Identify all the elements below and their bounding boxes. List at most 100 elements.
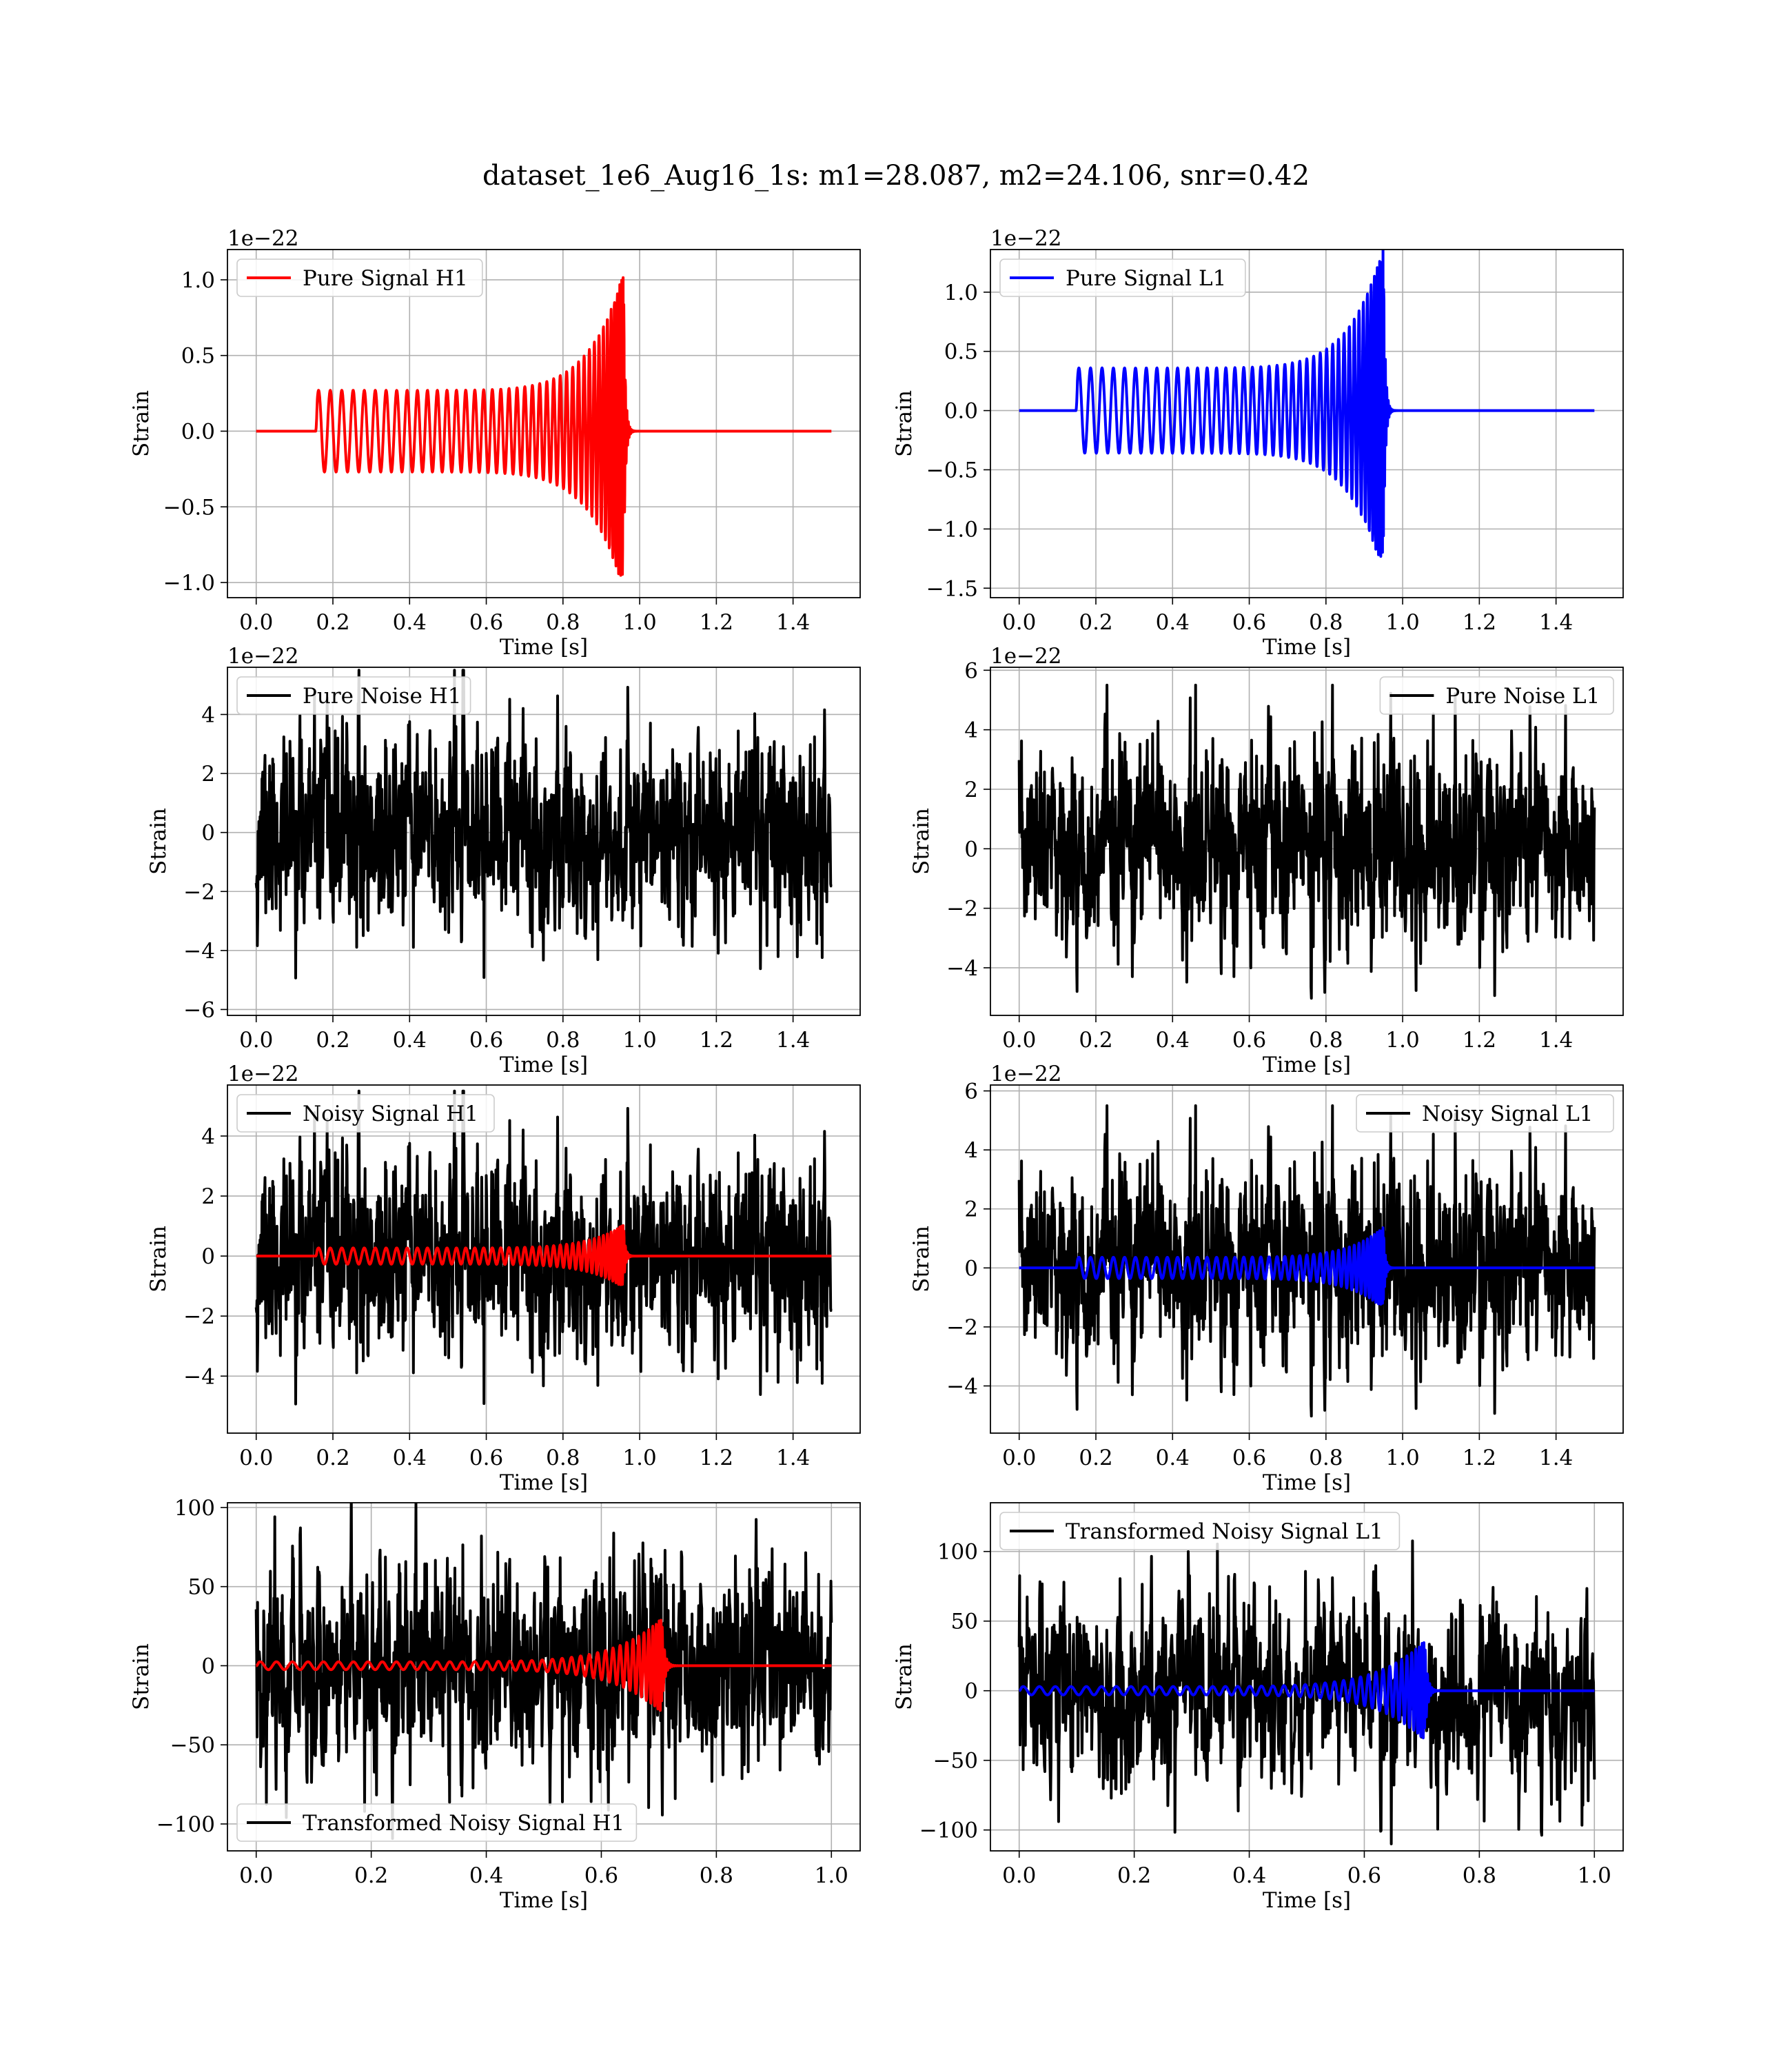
- x-tick-label: 0.8: [1463, 1863, 1496, 1888]
- x-tick-label: 0.8: [1309, 610, 1343, 635]
- x-tick-label: 0.8: [1309, 1446, 1343, 1470]
- signal-series-line: [1018, 250, 1596, 558]
- y-axis-label: Strain: [892, 1643, 917, 1710]
- y-tick-label: 0: [201, 1654, 215, 1679]
- axes-frame: [227, 667, 861, 1016]
- x-tick-label: 0.0: [1002, 1446, 1036, 1470]
- axes-frame: [990, 1502, 1624, 1852]
- y-axis-label: Strain: [909, 1226, 934, 1292]
- noise-series-line: [1017, 1104, 1596, 1418]
- y-tick-label: 1.0: [944, 281, 978, 305]
- y-tick-label: −0.5: [926, 458, 978, 483]
- x-tick-label: 0.0: [1002, 610, 1036, 635]
- x-tick-label: 0.0: [1002, 1028, 1036, 1053]
- x-tick-label: 0.6: [1232, 1028, 1266, 1053]
- signal-series-line: [255, 1619, 833, 1712]
- legend-label: Transformed Noisy Signal L1: [1066, 1519, 1383, 1544]
- y-tick-label: −50: [170, 1733, 215, 1758]
- x-axis-label: Time [s]: [500, 635, 588, 660]
- x-tick-label: 1.0: [622, 1446, 656, 1470]
- legend: Pure Noise L1: [1379, 676, 1614, 715]
- signal-series-line: [255, 1224, 833, 1286]
- y-tick-label: 0: [201, 1244, 215, 1269]
- legend-label: Pure Noise L1: [1445, 684, 1600, 709]
- y-tick-label: 4: [201, 702, 215, 727]
- offset-text: 1e−22: [227, 1062, 299, 1086]
- x-tick-label: 0.4: [1156, 610, 1190, 635]
- offset-text: 1e−22: [227, 226, 299, 251]
- x-tick-label: 0.0: [239, 1446, 273, 1470]
- x-tick-label: 1.4: [776, 1028, 810, 1053]
- y-axis-label: Strain: [129, 390, 154, 457]
- transformed-noisy-signal-l1-panel: 0.0 0.2 0.4 0.6 0.8 1.0 −100 −50 0 50 100 Time [s] S…: [892, 1502, 1624, 1913]
- legend: Noisy Signal H1: [236, 1094, 495, 1133]
- x-tick-label: 1.4: [776, 1446, 810, 1470]
- x-axis-label: Time [s]: [1263, 1888, 1351, 1913]
- y-axis-label: Strain: [146, 808, 171, 875]
- y-tick-label: −50: [933, 1749, 978, 1774]
- x-tick-label: 0.2: [1079, 610, 1112, 635]
- x-tick-label: 0.6: [469, 610, 503, 635]
- x-tick-label: 1.0: [1385, 1446, 1419, 1470]
- x-tick-label: 1.2: [1463, 1028, 1496, 1053]
- axes-frame: [990, 249, 1624, 598]
- legend-box: [1379, 676, 1614, 715]
- legend-box: [236, 676, 471, 715]
- y-axis-label: Strain: [892, 390, 917, 457]
- series-group: [255, 276, 833, 577]
- y-tick-label: −2: [183, 880, 215, 904]
- y-tick-label: −4: [946, 1375, 978, 1399]
- x-tick-label: 1.2: [700, 610, 733, 635]
- x-tick-label: 0.4: [393, 1446, 427, 1470]
- y-tick-label: 6: [964, 1079, 978, 1104]
- series-group: [1018, 250, 1596, 558]
- noisy-signal-l1-panel: 0.0 0.2 0.4 0.6 0.8 1.0 1.2 1.4 −4 −2 0 2 4 6 Time [s]…: [909, 1062, 1624, 1495]
- y-tick-label: −100: [156, 1812, 215, 1837]
- legend: Transformed Noisy Signal L1: [999, 1512, 1401, 1550]
- x-axis-label: Time [s]: [1263, 635, 1351, 660]
- x-tick-label: 0.6: [1232, 610, 1266, 635]
- x-tick-label: 0.8: [1309, 1028, 1343, 1053]
- signal-series-line: [255, 276, 833, 577]
- x-tick-label: 1.2: [700, 1028, 733, 1053]
- pure-noise-l1-panel: 0.0 0.2 0.4 0.6 0.8 1.0 1.2 1.4 −4 −2 0 2 4 6 Time [s]…: [909, 644, 1624, 1077]
- x-tick-label: 1.0: [815, 1863, 848, 1888]
- legend-box: [999, 1512, 1401, 1550]
- legend-label: Transformed Noisy Signal H1: [303, 1811, 624, 1836]
- y-tick-label: −2: [946, 1315, 978, 1340]
- offset-text: 1e−22: [990, 226, 1062, 251]
- series-group: [1017, 683, 1596, 1000]
- legend: Pure Signal L1: [999, 258, 1246, 297]
- signal-series-line: [1018, 1226, 1596, 1306]
- legend: Pure Noise H1: [236, 676, 471, 715]
- figure-title: dataset_1e6_Aug16_1s: m1=28.087, m2=24.1…: [482, 160, 1310, 192]
- y-tick-label: 0: [964, 837, 978, 862]
- pure-noise-h1-panel: 0.0 0.2 0.4 0.6 0.8 1.0 1.2 1.4 −6 −4 −2 0 2 4 Time [s…: [146, 644, 861, 1077]
- x-tick-label: 0.6: [1347, 1863, 1381, 1888]
- x-tick-label: 0.2: [316, 610, 349, 635]
- x-tick-label: 1.0: [622, 1028, 656, 1053]
- legend-label: Pure Signal L1: [1066, 266, 1226, 291]
- y-tick-label: 4: [201, 1124, 215, 1149]
- legend: Noisy Signal L1: [1356, 1094, 1614, 1133]
- x-tick-label: 0.8: [546, 1446, 580, 1470]
- noise-series-line: [254, 669, 833, 980]
- x-tick-label: 0.4: [469, 1863, 503, 1888]
- x-tick-label: 0.2: [316, 1446, 349, 1470]
- y-tick-label: 100: [174, 1496, 215, 1521]
- y-tick-label: 100: [937, 1540, 978, 1565]
- offset-text: 1e−22: [990, 644, 1062, 669]
- y-tick-label: −1.0: [926, 517, 978, 542]
- y-axis-label: Strain: [146, 1226, 171, 1292]
- y-tick-label: 2: [201, 762, 215, 787]
- series-group: [254, 669, 833, 980]
- x-tick-label: 0.2: [1117, 1863, 1151, 1888]
- y-tick-label: 0.5: [181, 344, 215, 369]
- x-tick-label: 1.2: [1463, 610, 1496, 635]
- offset-text: 1e−22: [227, 644, 299, 669]
- x-tick-label: 1.2: [1463, 1446, 1496, 1470]
- y-tick-label: 4: [964, 1138, 978, 1163]
- noise-series-line: [254, 1503, 833, 1841]
- y-tick-label: 50: [951, 1610, 978, 1634]
